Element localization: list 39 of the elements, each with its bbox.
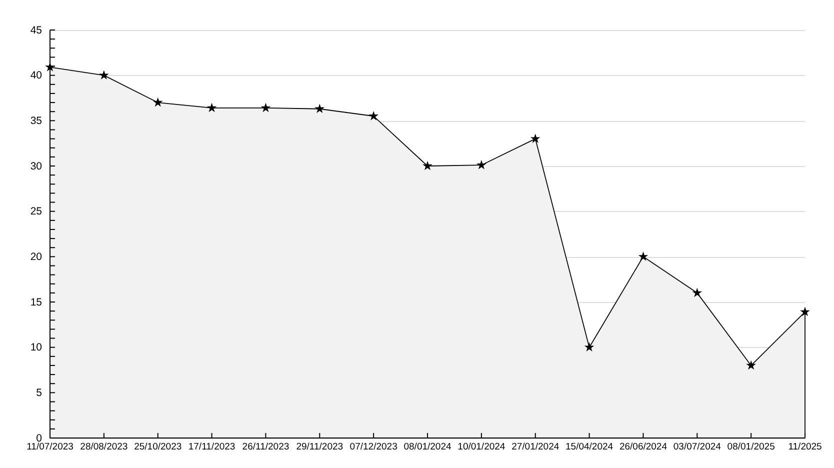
x-tick-label: 29/11/2023	[296, 442, 344, 453]
x-tick-label: 25/10/2023	[134, 442, 182, 453]
y-tick-label: 45	[30, 24, 42, 36]
x-tick-label: 26/06/2024	[619, 442, 667, 453]
point	[530, 134, 540, 143]
point	[368, 110, 378, 120]
point	[476, 160, 486, 170]
point	[260, 102, 271, 112]
x-tick-label: 26/11/2023	[242, 442, 290, 453]
point	[584, 342, 594, 352]
y-tick-label: 30	[30, 160, 42, 172]
x-tick-label: 08/01/2025	[727, 442, 775, 453]
point	[99, 70, 109, 80]
point	[45, 62, 55, 72]
x-tick-label: 07/12/2023	[350, 442, 398, 453]
x-tick-label: 15/04/2024	[566, 442, 614, 453]
y-tick-label: 5	[36, 387, 42, 400]
point	[422, 160, 432, 170]
x-tick-label: 11/2025	[788, 442, 822, 453]
point	[152, 97, 163, 107]
y-tick-label: 25	[30, 206, 42, 218]
point	[638, 251, 648, 261]
y-tick-label: 10	[30, 342, 42, 354]
x-tick-label: 03/07/2024	[673, 442, 721, 453]
x-tick-label: 17/11/2023	[188, 442, 236, 453]
y-tick-label: 40	[30, 70, 42, 82]
y-tick-label: 15	[30, 296, 42, 308]
x-tick-label: 27/01/2024	[512, 442, 560, 453]
y-tick-label: 20	[30, 251, 42, 264]
x-tick-label: 28/08/2023	[80, 442, 128, 453]
point	[314, 104, 325, 114]
x-tick-label: 08/01/2024	[404, 442, 452, 453]
x-tick-label: 11/07/2023	[26, 442, 74, 453]
point	[746, 360, 756, 370]
x-tick-label: 10/01/2024	[458, 442, 506, 453]
point	[692, 288, 702, 298]
y-tick-label: 35	[30, 115, 42, 128]
point	[800, 306, 810, 316]
point	[206, 102, 217, 112]
